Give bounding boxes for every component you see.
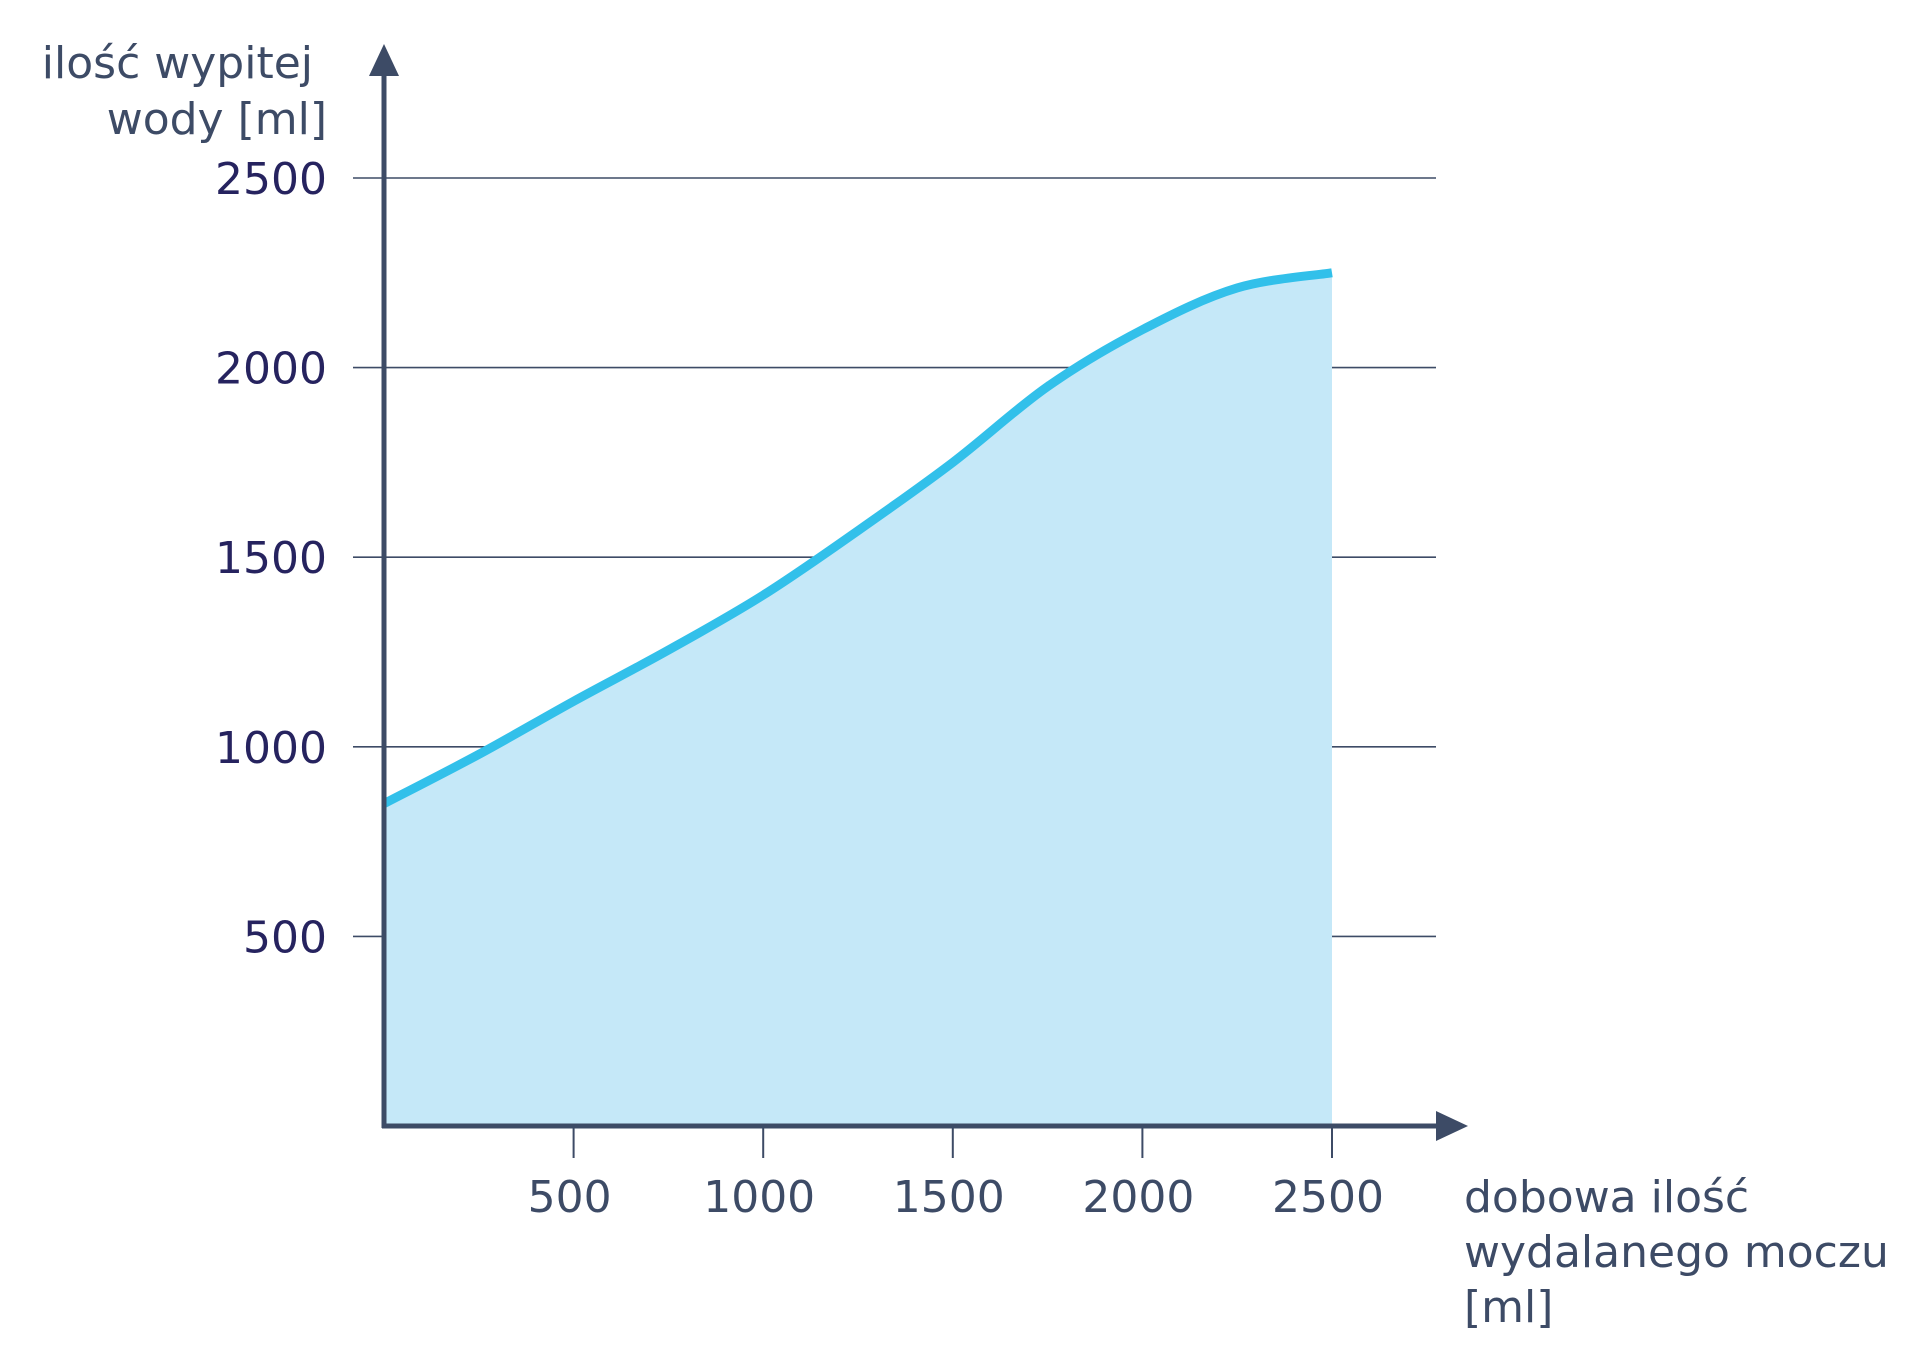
x-tick-labels: 500 1000 1500 2000 2500	[528, 1172, 1384, 1223]
y-tick-label: 2500	[215, 154, 327, 205]
x-tick-label: 2000	[1082, 1172, 1194, 1223]
y-tick-label: 500	[243, 912, 327, 963]
x-tick-label: 1500	[893, 1172, 1005, 1223]
y-tick-label: 2000	[215, 344, 327, 395]
y-tick-label: 1000	[215, 723, 327, 774]
y-tick-labels: 500 1000 1500 2000 2500	[215, 154, 327, 963]
x-axis-title-line: [ml]	[1464, 1282, 1553, 1333]
x-tick-label: 500	[528, 1172, 612, 1223]
y-axis-title-line: ilość wypitej	[42, 38, 313, 89]
y-axis-title-line: wody [ml]	[107, 94, 327, 145]
axes-layer	[369, 44, 1468, 1158]
area-fill	[384, 272, 1332, 1126]
x-axis-title: dobowa ilość wydalanego moczu [ml]	[1464, 1172, 1903, 1333]
x-axis-title-line: dobowa ilość	[1464, 1172, 1749, 1223]
x-axis-arrow	[1436, 1111, 1468, 1141]
y-tick-label: 1500	[215, 533, 327, 584]
x-tick-label: 1000	[703, 1172, 815, 1223]
y-axis-title: ilość wypitej wody [ml]	[42, 38, 327, 145]
y-axis-arrow	[369, 44, 399, 76]
series-line	[381, 268, 1333, 808]
x-tick-label: 2500	[1272, 1172, 1384, 1223]
x-axis-title-line: wydalanego moczu	[1464, 1227, 1889, 1278]
